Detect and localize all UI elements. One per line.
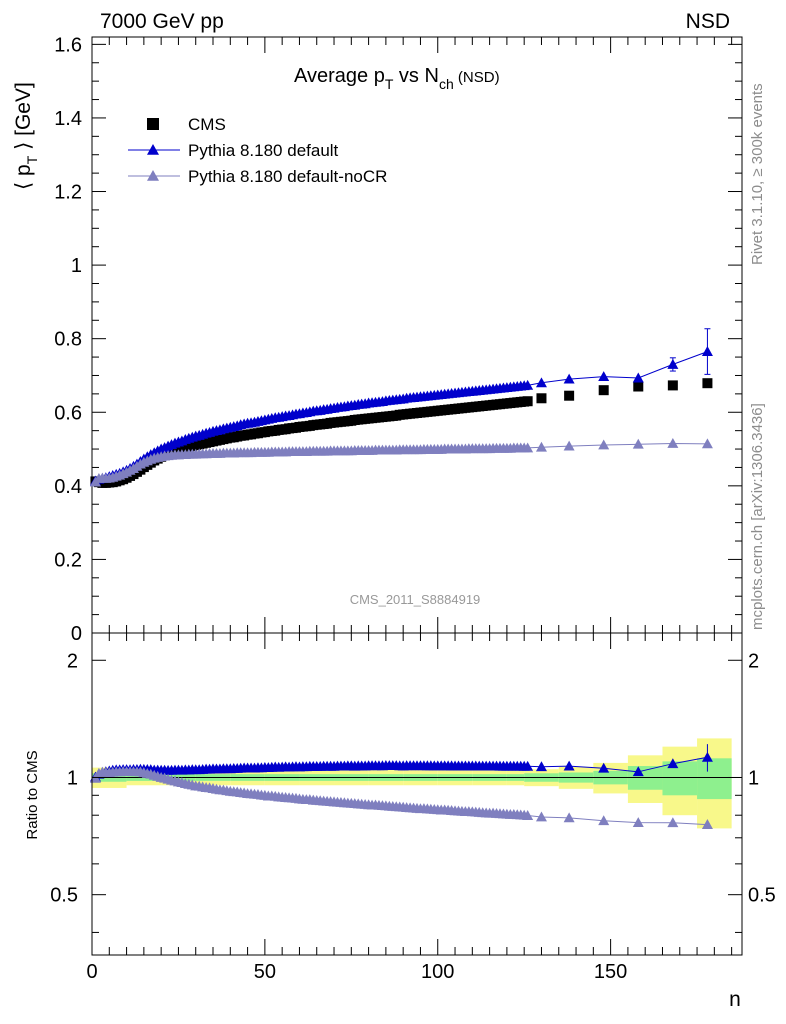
y-tick-label: 0.8 xyxy=(54,329,82,351)
ratio-ylabel: Ratio to CMS xyxy=(24,750,41,839)
ratio-point xyxy=(535,811,547,822)
ratio-y-tick-label-right: 0.5 xyxy=(748,885,776,907)
data-point xyxy=(632,372,644,383)
y-tick-label: 1.4 xyxy=(54,108,82,130)
ratio-y-tick-label-right: 2 xyxy=(748,650,759,672)
legend-item: Pythia 8.180 default xyxy=(128,141,339,160)
y-tick-label: 0.4 xyxy=(54,476,82,498)
y-tick-label: 0.6 xyxy=(54,402,82,424)
ratio-point xyxy=(701,751,713,762)
data-point xyxy=(701,346,713,356)
ratio-point xyxy=(667,758,679,769)
main-series xyxy=(89,328,713,488)
ratio-point xyxy=(522,810,534,820)
ratio-point xyxy=(522,760,534,771)
data-point xyxy=(535,377,547,388)
band-inner-segment xyxy=(697,758,732,800)
legend-marker xyxy=(147,170,159,181)
data-point xyxy=(633,381,644,392)
data-point xyxy=(702,378,713,389)
ratio-point xyxy=(701,819,713,829)
x-tick-labels: 0 50 100 150 xyxy=(86,961,627,983)
x-tick-label: 0 xyxy=(86,961,97,983)
data-point xyxy=(564,390,575,401)
band-inner-segment xyxy=(662,761,698,796)
data-point xyxy=(522,379,534,390)
ratio-plot-frame xyxy=(91,632,743,956)
header-right: NSD xyxy=(686,10,730,33)
data-point xyxy=(667,358,679,369)
ratio-panel: 0.5 0.5 1 1 2 2 0 50 100 150 Ratio to CMS n xyxy=(24,632,776,1011)
rivet-version-text: Rivet 3.1.10, ≥ 300k events xyxy=(749,83,766,265)
x-tick-label: 50 xyxy=(254,961,276,983)
series-cms xyxy=(90,378,713,488)
y-tick-label: 1 xyxy=(71,255,82,277)
data-point xyxy=(522,396,533,407)
mcplots-text: mcplots.cern.ch [arXiv:1306.3436] xyxy=(749,403,766,630)
y-tick-label: 1.6 xyxy=(54,34,82,56)
data-point xyxy=(701,438,713,449)
legend-item: Pythia 8.180 default-noCR xyxy=(128,167,387,186)
legend-marker xyxy=(147,144,159,155)
data-point xyxy=(536,393,547,404)
y-tick-label: 0.2 xyxy=(54,549,82,571)
ratio-ytick-labels: 0.5 0.5 1 1 2 2 xyxy=(50,650,776,906)
data-point xyxy=(598,371,610,381)
main-ylabel: ⟨ pT ⟩ [GeV] xyxy=(12,82,40,190)
header-left: 7000 GeV pp xyxy=(100,10,224,33)
series-pythia-nocr xyxy=(89,438,713,487)
main-ticks xyxy=(91,37,742,634)
series-pythia-default xyxy=(89,328,713,486)
legend-label: Pythia 8.180 default-noCR xyxy=(188,167,387,186)
ratio-point xyxy=(563,760,575,771)
ratio-series xyxy=(89,744,713,829)
ratio-point xyxy=(667,817,679,828)
legend: CMS Pythia 8.180 default Pythia 8.180 defa… xyxy=(128,115,387,186)
legend-label: CMS xyxy=(188,115,226,134)
data-point xyxy=(598,439,610,450)
x-tick-label: 150 xyxy=(594,961,627,983)
ratio-point xyxy=(598,762,610,773)
ratio-series-pythia-nocr xyxy=(89,766,713,829)
ratio-point xyxy=(632,766,644,777)
data-point xyxy=(598,385,609,396)
ratio-point xyxy=(598,815,610,826)
plot-title: Average pT vs Nch (NSD) xyxy=(294,65,500,92)
data-point xyxy=(667,438,679,448)
ratio-point xyxy=(535,761,547,772)
legend-item: CMS xyxy=(147,115,226,134)
legend-marker xyxy=(147,118,159,130)
data-point xyxy=(522,442,534,453)
title-sub-t: T xyxy=(385,76,394,92)
ratio-point xyxy=(632,817,644,828)
x-axis-label: n xyxy=(729,988,741,1011)
data-point xyxy=(563,373,575,384)
title-sub-ch: ch xyxy=(439,76,454,92)
data-point xyxy=(563,440,575,451)
ratio-y-tick-label: 1 xyxy=(67,767,78,789)
data-point xyxy=(667,380,678,391)
y-tick-label: 1.2 xyxy=(54,182,82,204)
data-point xyxy=(535,441,547,452)
x-tick-label: 100 xyxy=(421,961,454,983)
watermark: CMS_2011_S8884919 xyxy=(350,592,481,607)
ratio-point xyxy=(563,812,575,823)
y-tick-label: 0 xyxy=(71,623,82,645)
ylabel-sub-t: T xyxy=(24,155,40,164)
data-point xyxy=(632,438,644,449)
ratio-y-tick-label-right: 1 xyxy=(748,767,759,789)
main-panel: 0 0.2 0.4 0.6 0.8 1 1.2 1.4 1.6 CMS_2011_S888491… xyxy=(12,34,743,645)
ratio-ticks xyxy=(91,633,742,955)
main-ytick-labels: 0 0.2 0.4 0.6 0.8 1 1.2 1.4 1.6 xyxy=(54,34,82,645)
legend-label: Pythia 8.180 default xyxy=(188,141,339,160)
ratio-y-tick-label: 0.5 xyxy=(50,885,78,907)
ratio-y-tick-label: 2 xyxy=(67,650,78,672)
